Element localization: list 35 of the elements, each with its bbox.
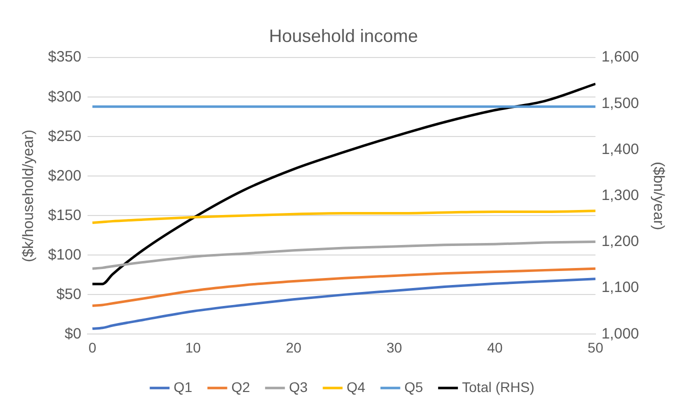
y-tick-label: $50 — [56, 286, 82, 303]
y2-tick-label: 1,400 — [601, 140, 640, 158]
line-series — [91, 240, 596, 270]
y-tick-label: $350 — [48, 48, 82, 66]
y-tick-label: $300 — [48, 88, 82, 106]
y2-tick-label: 1,500 — [601, 94, 640, 112]
y2-tick-label: 1,000 — [601, 325, 640, 342]
x-tick-label: 40 — [487, 339, 503, 356]
x-tick-label: 10 — [185, 339, 202, 356]
y2-tick-label: 1,200 — [601, 233, 640, 250]
legend-label: Total (RHS) — [462, 378, 534, 395]
y-tick-label: $200 — [48, 167, 82, 184]
line-series — [91, 278, 596, 330]
legend-label: Q3 — [288, 378, 308, 395]
y2-tick-label: 1,100 — [601, 279, 640, 296]
y-tick-label: $250 — [48, 128, 82, 145]
y-tick-label: $100 — [48, 246, 82, 264]
legend-label: Q5 — [404, 378, 424, 395]
legend-label: Q4 — [346, 378, 366, 395]
y2-axis-title: ($bn/year) — [650, 162, 667, 230]
y-tick-label: $150 — [48, 206, 82, 224]
x-tick-label: 50 — [588, 339, 604, 356]
legend-label: Q2 — [231, 378, 250, 395]
line-series — [91, 267, 596, 307]
x-tick-label: 0 — [88, 339, 96, 356]
y-tick-label: $0 — [64, 325, 82, 342]
chart-title: Household income — [268, 26, 418, 46]
x-tick-label: 20 — [286, 339, 302, 356]
y2-tick-label: 1,600 — [601, 48, 640, 66]
x-tick-label: 30 — [386, 339, 402, 356]
legend-label: Q1 — [174, 378, 193, 395]
line-series — [91, 210, 596, 224]
y2-tick-label: 1,300 — [601, 187, 640, 204]
line-series — [91, 82, 596, 286]
y-axis-title: ($k/household/year) — [20, 130, 38, 262]
